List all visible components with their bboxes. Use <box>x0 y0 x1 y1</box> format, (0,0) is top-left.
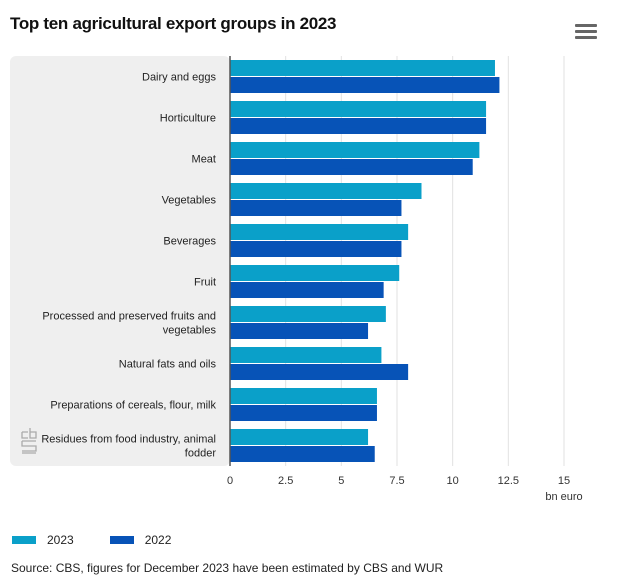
source-note: Source: CBS, figures for December 2023 h… <box>11 561 444 575</box>
x-tick-label: 2.5 <box>278 475 293 487</box>
bar-2023[interactable] <box>230 265 400 281</box>
legend-swatch-2022 <box>109 536 134 544</box>
category-label: Processed and preserved fruits and <box>42 311 216 323</box>
category-label: Meat <box>192 154 216 166</box>
menu-bar <box>575 30 597 33</box>
bar-2023[interactable] <box>230 183 422 199</box>
bar-2023[interactable] <box>230 142 480 158</box>
bar-2023[interactable] <box>230 60 495 76</box>
bar-2022[interactable] <box>230 159 473 175</box>
legend-label: 2023 <box>47 533 74 547</box>
category-label: fodder <box>185 448 217 460</box>
bar-2022[interactable] <box>230 323 369 339</box>
category-label: Preparations of cereals, flour, milk <box>50 400 216 412</box>
legend-item-2023[interactable]: 2023 <box>12 533 74 547</box>
x-axis-ticks: 0 2.5 5 7.5 10 12.5 15 <box>227 475 570 487</box>
bar-2023[interactable] <box>230 388 377 404</box>
category-label: Natural fats and oils <box>119 359 217 371</box>
bar-2022[interactable] <box>230 405 377 421</box>
bar-2022[interactable] <box>230 282 384 298</box>
x-tick-label: 7.5 <box>389 475 404 487</box>
gridlines <box>285 56 565 466</box>
legend-label: 2022 <box>144 533 172 547</box>
bar-2022[interactable] <box>230 364 409 380</box>
bar-2022[interactable] <box>230 118 487 134</box>
label-panel <box>10 56 230 466</box>
x-tick-label: 15 <box>558 475 570 487</box>
bar-chart: Dairy and eggs Horticulture Meat Vegetables… <box>10 56 583 503</box>
legend-swatch-2023 <box>12 536 36 544</box>
x-tick-label: 5 <box>338 475 344 487</box>
chart-title: Top ten agricultural export groups in 20… <box>10 14 337 33</box>
hamburger-menu-icon[interactable] <box>575 24 597 42</box>
category-label: Horticulture <box>160 113 216 125</box>
category-label: Dairy and eggs <box>142 72 216 84</box>
legend: 2023 2022 <box>12 533 207 547</box>
menu-bar <box>575 36 597 39</box>
bar-2022[interactable] <box>230 77 500 93</box>
x-tick-label: 10 <box>447 475 459 487</box>
category-labels: Dairy and eggs Horticulture Meat Vegetables… <box>41 72 216 460</box>
legend-item-2022[interactable]: 2022 <box>109 533 172 547</box>
bar-2023[interactable] <box>230 101 487 117</box>
bars <box>230 60 500 462</box>
bar-2023[interactable] <box>230 224 409 240</box>
category-label: vegetables <box>163 325 217 337</box>
bar-2022[interactable] <box>230 200 402 216</box>
bar-2023[interactable] <box>230 347 382 363</box>
bar-2022[interactable] <box>230 446 375 462</box>
bar-2023[interactable] <box>230 429 369 445</box>
category-label: Residues from food industry, animal <box>41 434 216 446</box>
category-label: Fruit <box>194 277 216 289</box>
bar-2023[interactable] <box>230 306 386 322</box>
x-tick-label: 0 <box>227 475 233 487</box>
category-label: Vegetables <box>162 195 217 207</box>
category-label: Beverages <box>163 236 216 248</box>
menu-bar <box>575 24 597 27</box>
x-axis-label: bn euro <box>545 491 582 503</box>
x-tick-label: 12.5 <box>498 475 519 487</box>
bar-2022[interactable] <box>230 241 402 257</box>
cbs-logo-icon <box>21 428 37 454</box>
